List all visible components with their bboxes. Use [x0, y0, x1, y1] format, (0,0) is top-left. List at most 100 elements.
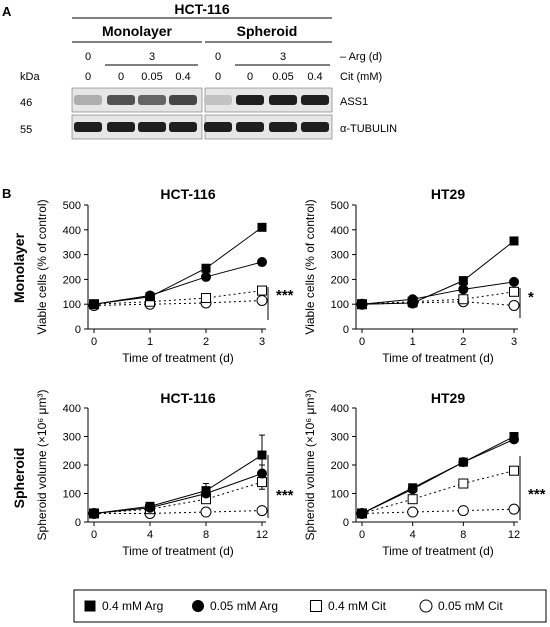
arg-value: 3: [149, 51, 155, 63]
x-tick-label: 4: [410, 529, 416, 541]
cit-value: 0.4: [307, 71, 322, 83]
data-point: [192, 600, 204, 612]
x-tick-label: 3: [511, 336, 517, 348]
blot-band: [269, 95, 297, 105]
y-tick-label: 400: [331, 225, 349, 237]
x-tick-label: 0: [91, 336, 97, 348]
x-tick-label: 1: [410, 336, 416, 348]
data-point: [201, 263, 211, 273]
data-point: [458, 478, 469, 489]
data-point: [407, 506, 419, 518]
y-tick-label: 300: [63, 432, 81, 444]
chart-title: HT29: [431, 186, 465, 202]
blot-band: [204, 95, 232, 105]
y-axis-label: Viable cells (% of control): [35, 199, 49, 334]
y-tick-label: 300: [63, 250, 81, 262]
data-point: [257, 468, 267, 479]
data-point: [458, 294, 469, 305]
x-axis-label: Time of treatment (d): [122, 351, 234, 365]
data-point: [509, 276, 519, 287]
x-tick-label: 12: [508, 529, 520, 541]
legend-label: 0.05 mM Cit: [438, 599, 503, 613]
data-point: [257, 257, 267, 268]
series-line: [361, 438, 515, 514]
data-point: [257, 477, 267, 488]
data-point: [200, 506, 212, 518]
chart-3: HCT-116 0 100 200 300 400 0 4 8 12 Time of treatme…: [35, 390, 294, 558]
blot-band: [107, 122, 135, 132]
data-point: [257, 222, 267, 232]
x-tick-label: 2: [460, 336, 466, 348]
cit-value: 0.4: [175, 71, 190, 83]
cit-value: 0: [118, 71, 124, 83]
blot-band: [301, 95, 329, 105]
group-label-monolayer: Monolayer: [102, 23, 173, 39]
blot-band: [301, 122, 329, 132]
blot-protein-ass1: ASS1: [340, 96, 368, 108]
data-point: [509, 286, 519, 297]
x-tick-label: 0: [359, 529, 365, 541]
y-axis-label: Spheroid volume (×10⁶ μm³): [303, 390, 317, 541]
chart-title: HCT-116: [160, 186, 215, 202]
cit-value: 0.05: [141, 71, 162, 83]
data-point: [508, 503, 520, 515]
cit-value: 0: [215, 71, 221, 83]
y-tick-label: 100: [331, 299, 349, 311]
data-point: [145, 292, 155, 302]
cell-line-title: HCT-116: [174, 1, 229, 17]
x-tick-label: 4: [147, 529, 153, 541]
series-line: [93, 226, 263, 305]
significance-label: *: [528, 289, 534, 306]
cit-value: 0: [247, 71, 253, 83]
data-point: [257, 285, 267, 296]
blot-band: [169, 122, 197, 132]
legend-item: 0.4 mM Arg: [84, 599, 163, 613]
y-tick-label: 0: [343, 517, 349, 529]
blot-band: [236, 95, 264, 105]
series-line: [361, 301, 515, 306]
significance-label: ***: [528, 486, 546, 503]
chart-title: HCT-116: [160, 390, 215, 406]
series-line: [361, 508, 515, 514]
y-tick-label: 200: [63, 460, 81, 472]
data-point: [509, 236, 519, 246]
x-tick-label: 0: [91, 529, 97, 541]
blot-bands: [74, 95, 329, 132]
data-point: [201, 293, 211, 303]
y-tick-label: 100: [331, 489, 349, 501]
arg-value: 0: [85, 51, 91, 63]
y-tick-label: 200: [331, 274, 349, 286]
data-point: [145, 501, 155, 511]
kda-label: kDa: [20, 71, 40, 83]
x-tick-label: 3: [259, 336, 265, 348]
series-line: [361, 470, 515, 514]
blot-band: [138, 95, 166, 105]
cit-value: 0: [85, 71, 91, 83]
chart-1: HCT-116 0 100 200 300 400 500 0 1 2 3 Time of treat…: [35, 186, 294, 365]
data-point: [256, 505, 268, 517]
y-tick-label: 300: [331, 250, 349, 262]
data-point: [408, 298, 418, 308]
blot-band: [138, 122, 166, 132]
x-tick-label: 8: [203, 529, 209, 541]
series-line: [93, 290, 263, 305]
blot-band: [107, 95, 135, 105]
data-point: [84, 600, 96, 612]
x-tick-label: 12: [256, 529, 268, 541]
blot-kda-ass1: 46: [20, 97, 32, 109]
row-label-spheroid: Spheroid: [11, 448, 27, 509]
y-axis-label: Spheroid volume (×10⁶ μm³): [35, 390, 49, 541]
y-tick-label: 0: [343, 324, 349, 336]
significance-label: ***: [276, 287, 294, 304]
series-line: [94, 510, 263, 514]
data-point: [408, 483, 418, 493]
panel-a: A HCT-116 Monolayer Spheroid 0 3 0 3 – A…: [2, 1, 397, 140]
y-tick-label: 200: [331, 460, 349, 472]
blot-band: [74, 122, 102, 132]
x-tick-label: 1: [147, 336, 153, 348]
legend-item: 0.4 mM Cit: [310, 599, 387, 613]
x-tick-label: 2: [203, 336, 209, 348]
row-label-monolayer: Monolayer: [11, 232, 27, 303]
blot-band: [169, 95, 197, 105]
